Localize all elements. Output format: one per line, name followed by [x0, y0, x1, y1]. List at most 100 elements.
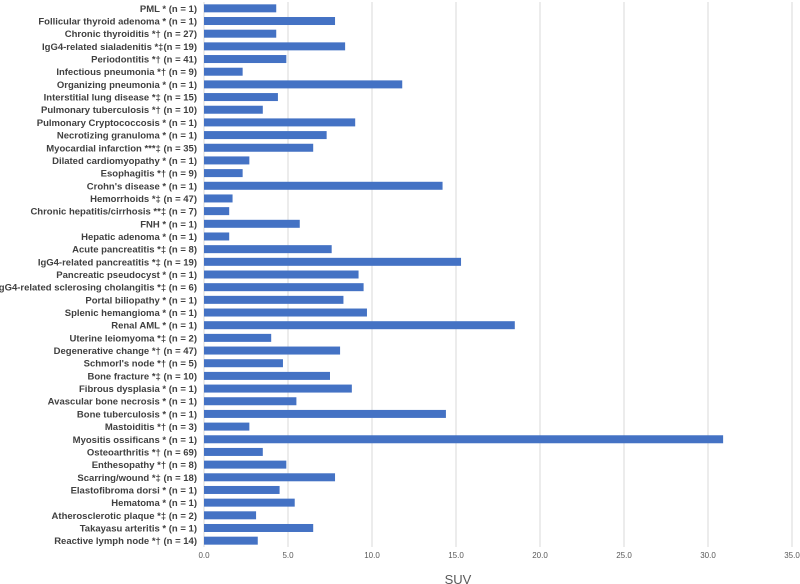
category-label: Avascular bone necrosis * (n = 1) [48, 397, 197, 408]
bar [204, 371, 330, 380]
category-label-layer: PML * (n = 1) Follicular thyroid adenoma … [0, 4, 197, 547]
bar [204, 245, 332, 254]
category-label: Follicular thyroid adenoma * (n = 1) [38, 17, 197, 28]
category-label: Scarring/wound *‡ (n = 18) [77, 473, 197, 484]
bar [204, 536, 258, 545]
bar [204, 435, 724, 444]
x-tick-label: 35.0 [784, 551, 800, 560]
category-label: Bone tuberculosis * (n = 1) [77, 409, 197, 420]
category-label: Elastofibroma dorsi * (n = 1) [71, 485, 197, 496]
x-tick-label: 10.0 [364, 551, 380, 560]
category-label: Chronic thyroiditis *† (n = 27) [65, 29, 197, 40]
bar [204, 118, 356, 127]
bar [204, 397, 297, 406]
category-label: Crohn's disease * (n = 1) [87, 181, 197, 192]
category-label: Enthesopathy *† (n = 8) [92, 460, 197, 471]
bar [204, 346, 341, 355]
x-tick-label: 5.0 [282, 551, 294, 560]
bar [204, 232, 230, 241]
category-label: Portal biliopathy * (n = 1) [85, 295, 197, 306]
category-label: Degenerative change *† (n = 47) [54, 346, 197, 357]
bar [204, 270, 359, 279]
category-label: Hepatic adenoma * (n = 1) [81, 232, 197, 243]
category-label: Myositis ossificans * (n = 1) [73, 435, 197, 446]
bar [204, 384, 352, 393]
category-label: Dilated cardiomyopathy * (n = 1) [52, 156, 197, 167]
x-tick-layer: 0.0 5.0 10.0 15.0 20.0 25.0 30.0 35.0 [198, 551, 800, 560]
bar-layer [204, 4, 724, 545]
bar [204, 17, 336, 26]
bar [204, 181, 443, 190]
category-label: Takayasu arteritis * (n = 1) [80, 523, 197, 534]
category-label: FNH * (n = 1) [140, 219, 197, 230]
category-label: Atherosclerotic plaque *‡ (n = 2) [52, 511, 197, 522]
category-label: Myocardial infarction ***‡ (n = 35) [46, 143, 197, 154]
category-label: Pulmonary tuberculosis *† (n = 10) [41, 105, 197, 116]
x-tick-label: 15.0 [448, 551, 464, 560]
category-label: Reactive lymph node *† (n = 14) [54, 536, 197, 547]
category-label: Bone fracture *‡ (n = 10) [87, 371, 197, 382]
category-label: Pancreatic pseudocyst * (n = 1) [56, 270, 197, 281]
x-tick-label: 25.0 [616, 551, 632, 560]
category-label: Acute pancreatitis *‡ (n = 8) [72, 245, 197, 256]
bar [204, 257, 462, 266]
category-label: Chronic hepatitis/cirrhosis **‡ (n = 7) [30, 207, 197, 218]
category-label: Schmorl's node *† (n = 5) [84, 359, 197, 370]
category-label: Splenic hemangioma * (n = 1) [65, 308, 197, 319]
category-label: IgG4-related sclerosing cholangitis *‡ (… [0, 283, 197, 294]
bar [204, 308, 367, 317]
category-label: Pulmonary Cryptococcosis * (n = 1) [37, 118, 197, 129]
bar [204, 169, 243, 178]
bar [204, 422, 250, 431]
x-tick-label: 0.0 [198, 551, 210, 560]
category-label: Necrotizing granuloma * (n = 1) [57, 131, 197, 142]
bar [204, 485, 280, 494]
bar [204, 29, 277, 38]
bar [204, 4, 277, 13]
bar [204, 93, 278, 102]
category-label: Esophagitis *† (n = 9) [101, 169, 197, 180]
bar [204, 321, 515, 330]
bar [204, 156, 250, 165]
bar [204, 447, 263, 456]
category-label: Uterine leiomyoma *‡ (n = 2) [70, 333, 198, 344]
bar [204, 359, 283, 368]
bar [204, 80, 403, 89]
bar [204, 295, 344, 304]
bar [204, 105, 263, 114]
category-label: Osteoarthritis *† (n = 69) [87, 447, 197, 458]
category-label: Renal AML * (n = 1) [111, 321, 197, 332]
category-label: Mastoiditis *† (n = 3) [105, 422, 197, 433]
bar [204, 473, 336, 482]
category-label: Infectious pneumonia *† (n = 9) [56, 67, 197, 78]
bar [204, 498, 295, 507]
bar [204, 333, 272, 342]
bar [204, 131, 327, 140]
category-label: Hematoma * (n = 1) [111, 498, 197, 509]
category-label: PML * (n = 1) [140, 4, 197, 15]
bar [204, 523, 314, 532]
bar [204, 409, 446, 418]
bar [204, 219, 300, 228]
x-tick-label: 30.0 [700, 551, 716, 560]
bar [204, 194, 233, 203]
bar [204, 511, 257, 520]
category-label: Interstitial lung disease *‡ (n = 15) [44, 93, 197, 104]
bar [204, 207, 230, 216]
category-label: IgG4-related sialadenitis *‡(n = 19) [42, 42, 197, 53]
category-label: Fibrous dysplasia * (n = 1) [79, 384, 197, 395]
grid-layer [203, 2, 793, 547]
category-label: Hemorrhoids *‡ (n = 47) [90, 194, 197, 205]
bar [204, 283, 364, 292]
bar [204, 55, 287, 64]
x-axis-title: SUV [445, 572, 472, 584]
bar [204, 143, 314, 152]
x-tick-label: 20.0 [532, 551, 548, 560]
category-label: Periodontitis *† (n = 41) [91, 55, 197, 66]
category-label: IgG4-related pancreatitis *‡ (n = 19) [38, 257, 197, 268]
category-label: Organizing pneumonia * (n = 1) [57, 80, 197, 91]
bar [204, 460, 287, 469]
bar [204, 67, 243, 76]
